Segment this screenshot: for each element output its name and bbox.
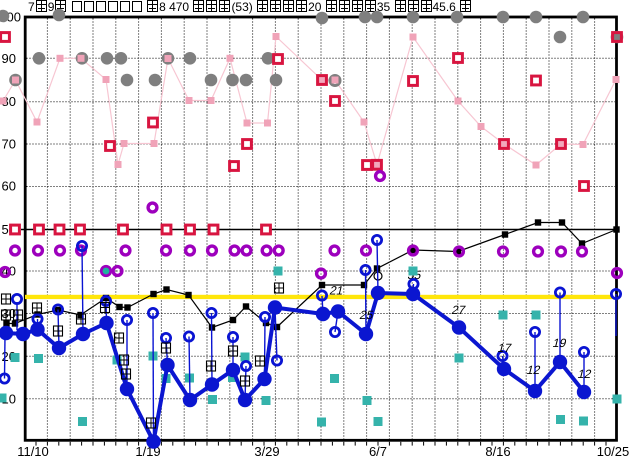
svg-text:70: 70 <box>2 136 16 151</box>
svg-text:21: 21 <box>328 284 345 298</box>
svg-text:6/7: 6/7 <box>369 444 387 459</box>
svg-text:12: 12 <box>525 363 542 377</box>
svg-text:19: 19 <box>551 336 568 350</box>
svg-text:17: 17 <box>496 341 513 355</box>
svg-text:3/29: 3/29 <box>254 444 279 459</box>
svg-text:27: 27 <box>450 303 467 317</box>
svg-text:8/16: 8/16 <box>485 444 510 459</box>
svg-text:12: 12 <box>576 367 593 381</box>
svg-text:90: 90 <box>2 51 16 66</box>
svg-text:60: 60 <box>2 179 16 194</box>
svg-text:00: 00 <box>7 10 21 25</box>
svg-text:25: 25 <box>358 308 375 322</box>
svg-text:11/10: 11/10 <box>17 444 49 459</box>
svg-text:10/25: 10/25 <box>597 444 630 459</box>
